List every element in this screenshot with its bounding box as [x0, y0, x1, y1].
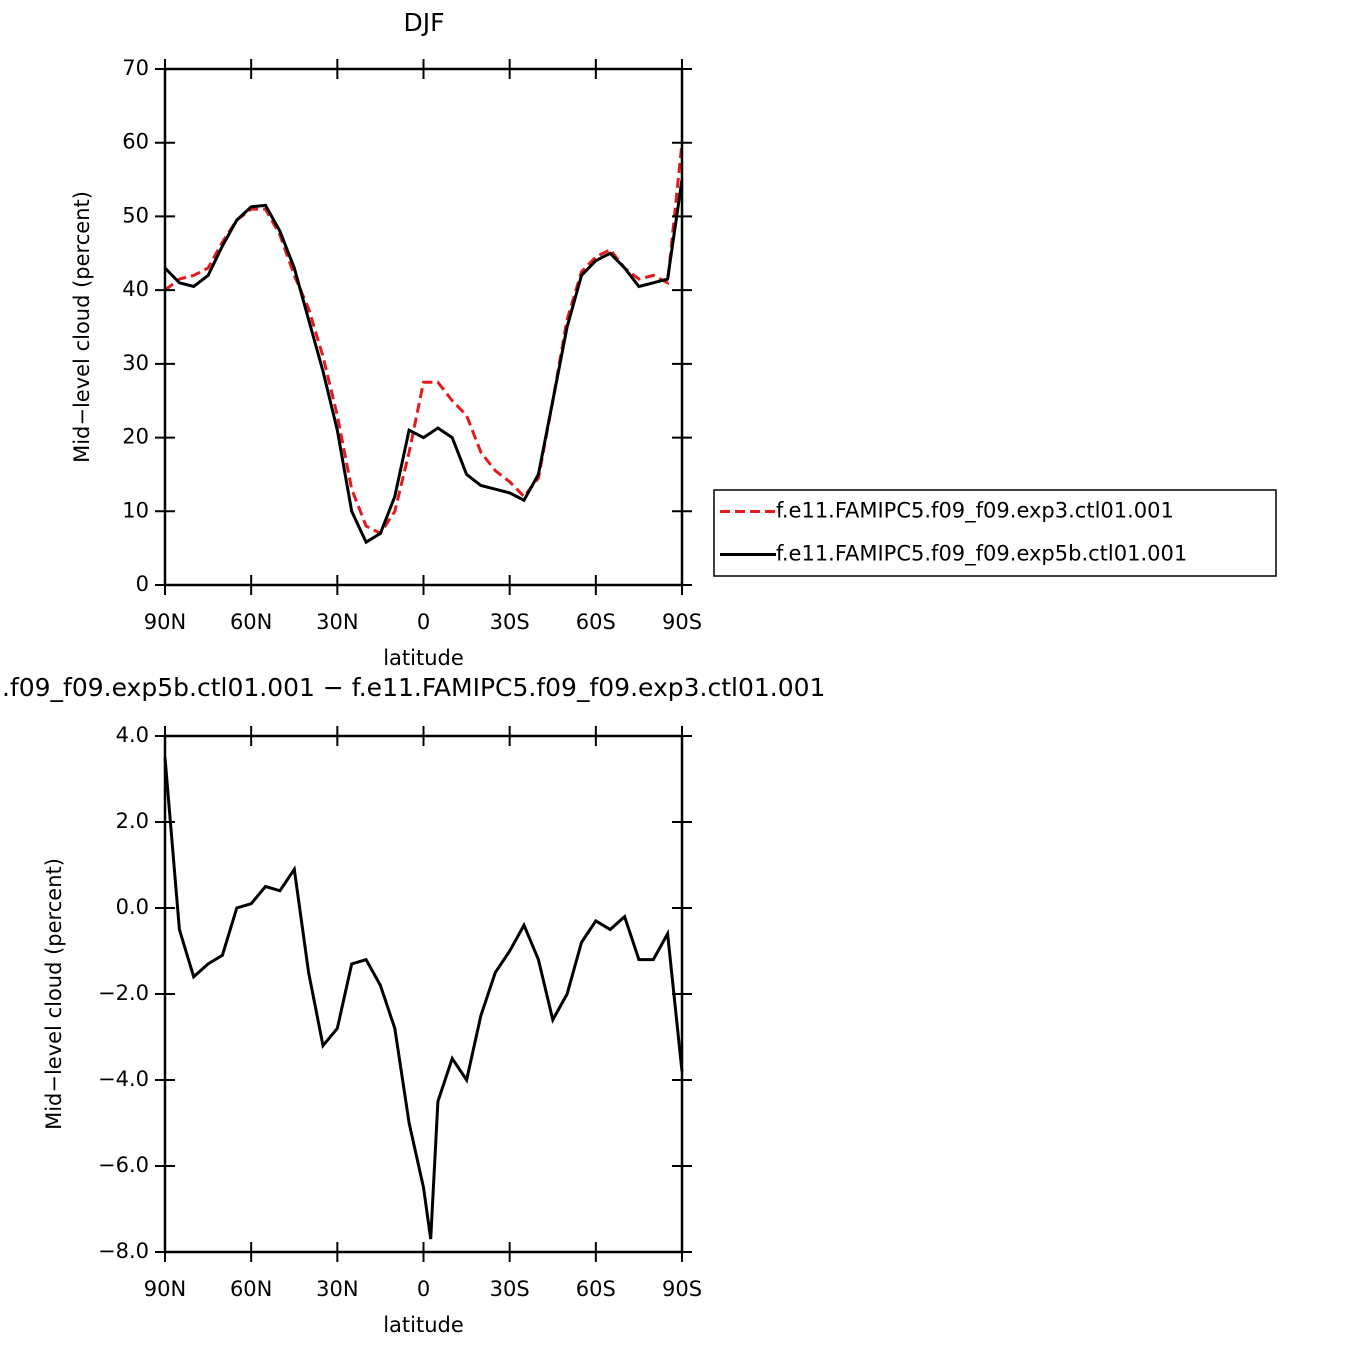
x-tick-label: 60S	[576, 610, 616, 634]
x-tick-label: 60N	[230, 610, 272, 634]
x-tick-label: 60S	[576, 1277, 616, 1301]
y-tick-label: 30	[122, 351, 149, 375]
y-tick-label: −6.0	[98, 1153, 149, 1177]
y-tick-label: 60	[122, 130, 149, 154]
x-tick-label: 0	[417, 610, 430, 634]
x-axis-label: latitude	[383, 646, 464, 670]
x-tick-label: 90S	[662, 1277, 702, 1301]
y-tick-label: 0	[136, 572, 149, 596]
legend-box	[713, 489, 1277, 577]
y-tick-label: 40	[122, 277, 149, 301]
x-tick-label: 60N	[230, 1277, 272, 1301]
y-tick-label: 50	[122, 203, 149, 227]
x-tick-label: 30N	[316, 1277, 358, 1301]
data-line	[163, 179, 684, 545]
chart-title: .f09_f09.exp5b.ctl01.001 − f.e11.FAMIPC5…	[2, 673, 825, 702]
data-line	[163, 757, 684, 1240]
legend-label: f.e11.FAMIPC5.f09_f09.exp3.ctl01.001	[776, 499, 1174, 524]
x-axis-label: latitude	[383, 1313, 464, 1337]
x-tick-label: 30N	[316, 610, 358, 634]
plot-frame	[163, 734, 684, 1254]
y-tick-label: 4.0	[116, 723, 149, 747]
chart-title: DJF	[403, 8, 444, 37]
y-tick-label: −2.0	[98, 981, 149, 1005]
x-tick-label: 30S	[490, 610, 530, 634]
y-axis-label: Mid−level cloud (percent)	[42, 858, 66, 1130]
legend-label: f.e11.FAMIPC5.f09_f09.exp5b.ctl01.001	[776, 542, 1187, 567]
plot-frame	[163, 67, 684, 587]
data-line	[164, 142, 684, 536]
x-tick-label: 90N	[144, 610, 186, 634]
y-axis-label: Mid−level cloud (percent)	[70, 191, 94, 463]
y-tick-label: −8.0	[98, 1239, 149, 1263]
y-tick-label: −4.0	[98, 1067, 149, 1091]
y-tick-label: 10	[122, 498, 149, 522]
y-tick-label: 2.0	[116, 809, 149, 833]
x-tick-label: 90N	[144, 1277, 186, 1301]
x-tick-label: 0	[417, 1277, 430, 1301]
x-tick-label: 90S	[662, 610, 702, 634]
y-tick-label: 70	[122, 56, 149, 80]
x-tick-label: 30S	[490, 1277, 530, 1301]
y-tick-label: 0.0	[116, 895, 149, 919]
y-tick-label: 20	[122, 425, 149, 449]
